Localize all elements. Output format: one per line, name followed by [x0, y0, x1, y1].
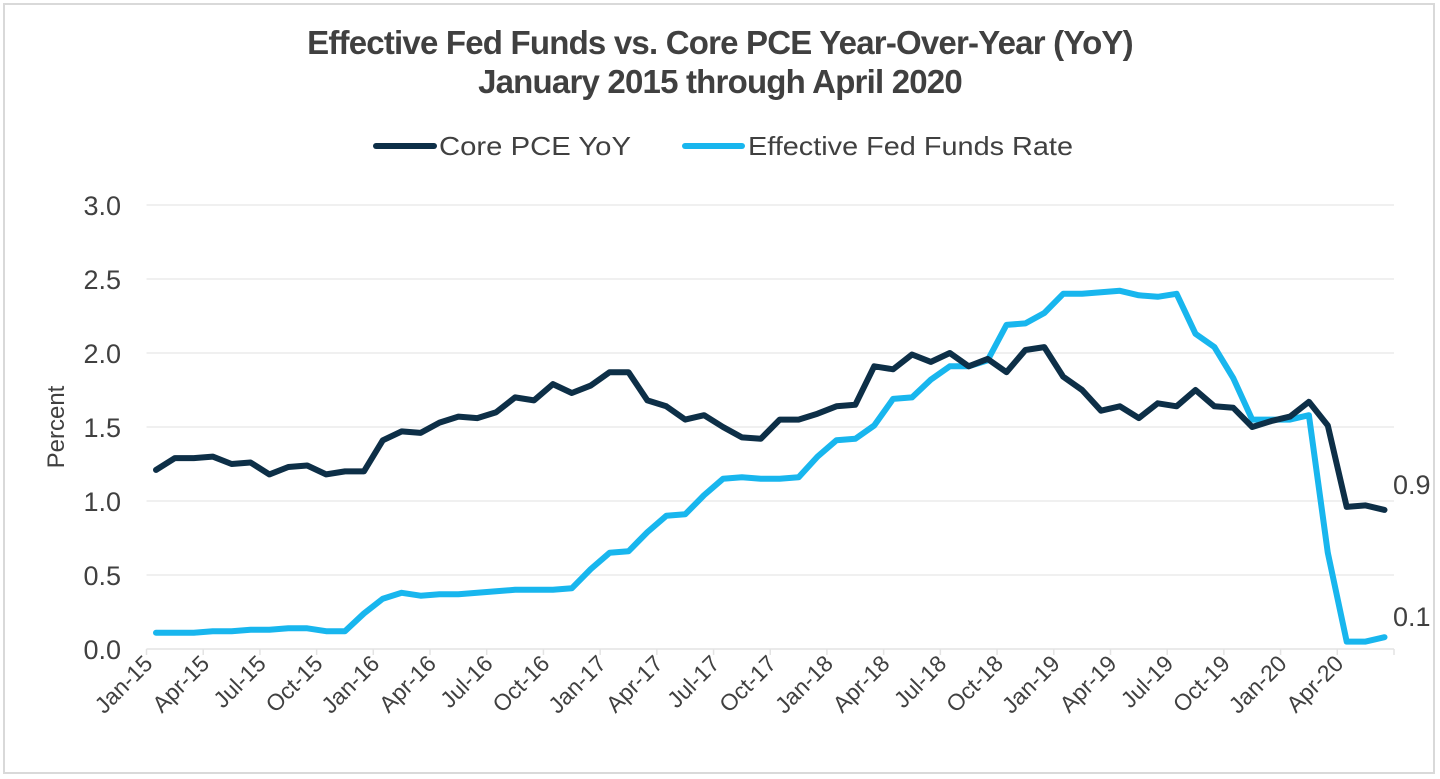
y-tick-label: 0.0: [83, 635, 121, 665]
x-tick-label: Apr-15: [147, 650, 214, 717]
x-tick-label: Jul-18: [889, 650, 952, 713]
x-tick-label: Apr-20: [1281, 650, 1348, 717]
x-tick-label: Jul-17: [662, 650, 725, 713]
x-tick-label: Jan-18: [770, 650, 838, 718]
legend-label-core-pce: Core PCE YoY: [439, 131, 631, 161]
x-tick-label: Oct-19: [1168, 650, 1235, 717]
y-tick-label: 3.0: [83, 191, 121, 221]
x-tick-label: Jul-19: [1115, 650, 1178, 713]
end-value-label: 0.1: [1393, 602, 1431, 632]
x-tick-label: Jul-15: [208, 650, 271, 713]
x-tick-label: Oct-16: [487, 650, 554, 717]
x-tick-label: Oct-18: [941, 650, 1008, 717]
x-tick-label: Jul-16: [435, 650, 498, 713]
series-line-core-pce: [153, 344, 1388, 513]
end-value-label: 0.9: [1393, 470, 1431, 500]
x-tick-label: Oct-17: [714, 650, 781, 717]
x-tick-label: Jan-17: [543, 650, 611, 718]
chart-frame: [3, 3, 1435, 774]
y-tick-label: 0.5: [83, 561, 121, 591]
x-tick-label: Jan-19: [997, 650, 1065, 718]
x-tick-label: Apr-19: [1054, 650, 1121, 717]
chart-subtitle: January 2015 through April 2020: [478, 63, 963, 100]
chart-title: Effective Fed Funds vs. Core PCE Year-Ov…: [307, 24, 1134, 61]
x-tick-label: Jan-16: [316, 650, 384, 718]
x-tick-label: Apr-16: [374, 650, 441, 717]
legend-label-fed-funds: Effective Fed Funds Rate: [748, 131, 1073, 161]
x-tick-label: Jan-20: [1223, 650, 1291, 718]
series-line-fed-funds: [153, 287, 1388, 645]
x-tick-label: Oct-15: [260, 650, 327, 717]
y-tick-label: 2.0: [83, 339, 121, 369]
x-tick-label: Apr-18: [827, 650, 894, 717]
y-axis-title: Percent: [43, 385, 70, 468]
legend: Core PCE YoY Effective Fed Funds Rate: [373, 131, 1073, 161]
y-tick-label: 2.5: [83, 265, 121, 295]
x-tick-label: Apr-17: [601, 650, 668, 717]
y-tick-label: 1.0: [83, 487, 121, 517]
y-tick-label: 1.5: [83, 413, 121, 443]
